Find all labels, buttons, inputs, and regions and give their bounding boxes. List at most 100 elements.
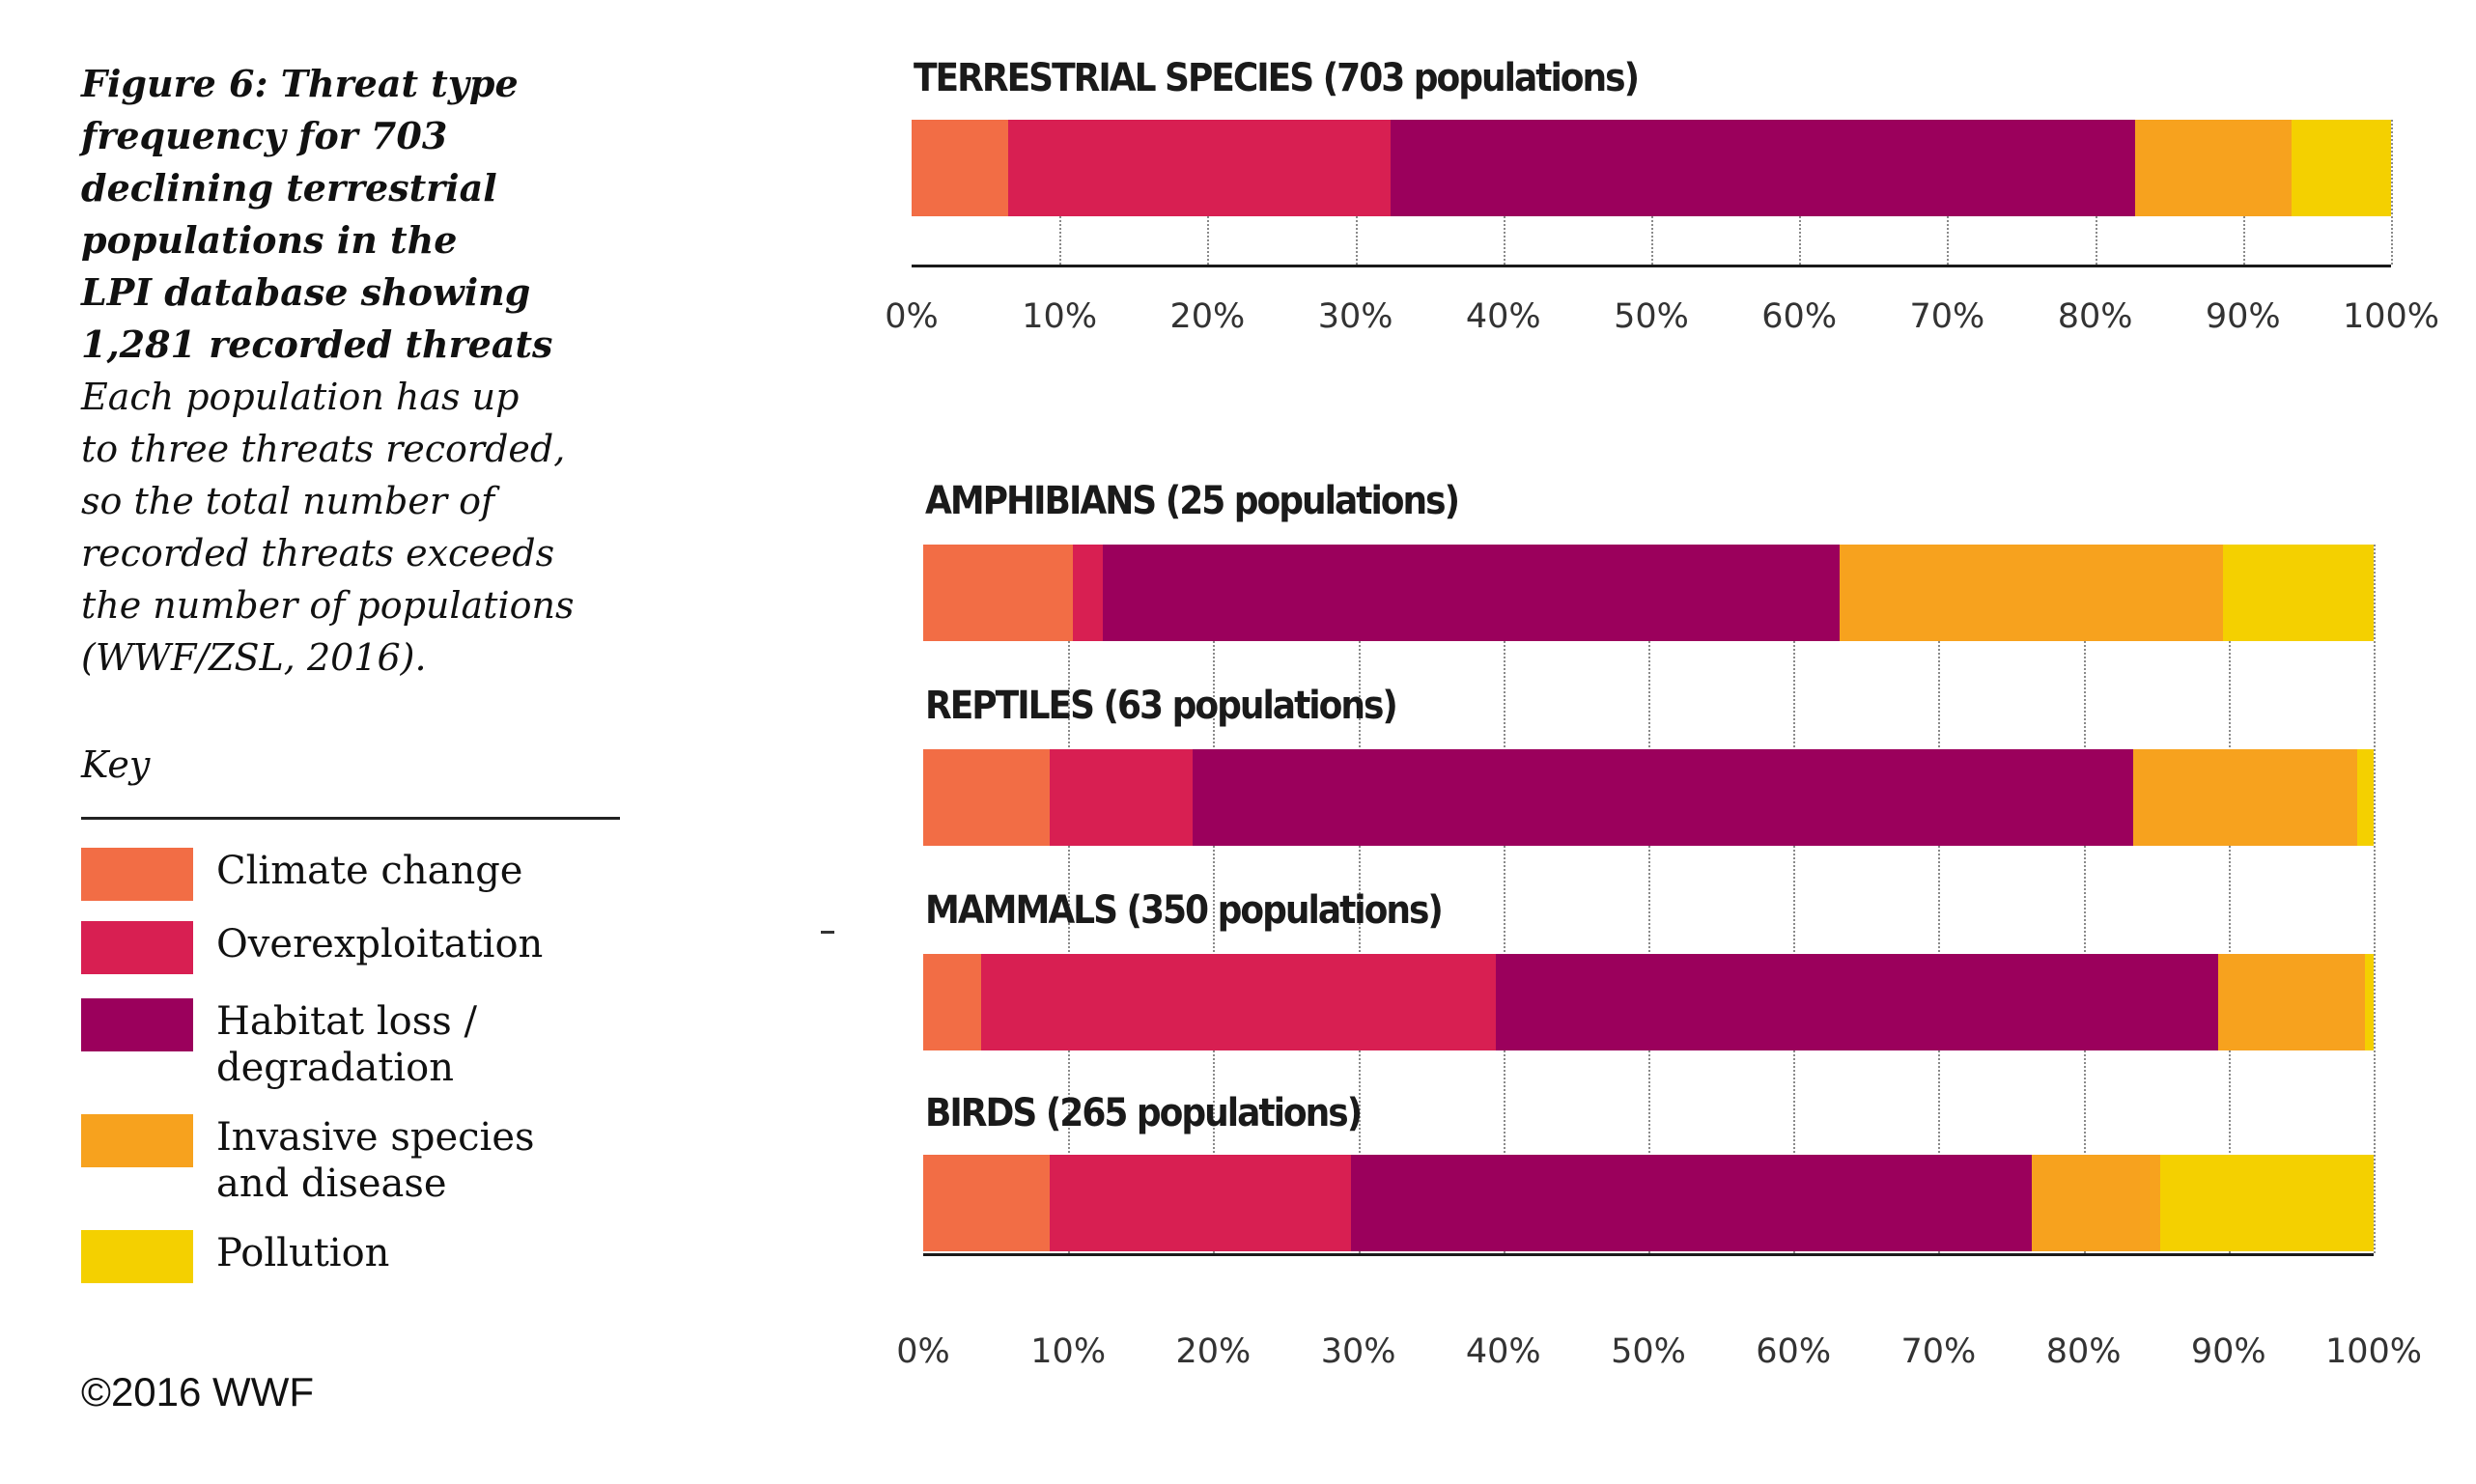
caption-body-line: so the total number of: [81, 480, 495, 522]
bar-segment: [1072, 545, 1104, 641]
bar-segment: [1049, 749, 1194, 846]
caption-title-line: frequency for 703: [81, 114, 448, 157]
x-tick-label: 20%: [1169, 297, 1246, 336]
bar-segment: [2364, 954, 2374, 1050]
bar-segment: [2357, 749, 2374, 846]
gridline: [2228, 545, 2231, 1253]
legend-label-line: Climate change: [216, 849, 523, 893]
x-tick-label: 70%: [1909, 297, 1985, 336]
caption-body-line: the number of populations: [81, 584, 575, 627]
caption-body-line: (WWF/ZSL, 2016).: [81, 636, 427, 679]
bar-segment: [2132, 749, 2358, 846]
legend-label: Climate change: [216, 848, 522, 894]
x-tick-label: 80%: [2057, 297, 2133, 336]
bar-segment: [1351, 1155, 2032, 1251]
bar-segment: [1049, 1155, 1352, 1251]
legend-swatch: [81, 1114, 193, 1167]
bar-segment: [923, 545, 1073, 641]
gridline: [1358, 545, 1361, 1253]
bar-segment: [923, 954, 982, 1050]
bar-category-label: MAMMALS (350 populations): [925, 888, 1444, 933]
x-tick-label: 90%: [2205, 297, 2281, 336]
bar-segment: [2222, 545, 2374, 641]
key-title: Key: [81, 743, 151, 786]
x-tick-label: 100%: [2324, 1332, 2423, 1371]
x-tick-label: 60%: [1761, 297, 1838, 336]
bar-segment: [1007, 120, 1392, 216]
x-tick-label: 20%: [1175, 1332, 1252, 1371]
x-tick-label: 0%: [885, 297, 939, 336]
x-tick-label: 40%: [1465, 1332, 1541, 1371]
gridline: [1938, 545, 1941, 1253]
gridline: [2083, 545, 2086, 1253]
bar-segment: [912, 120, 1008, 216]
bar-segment: [923, 749, 1050, 846]
stray-dash: [821, 931, 834, 934]
figure-caption: Figure 6: Threat type frequency for 703 de…: [81, 58, 622, 684]
caption-body-line: Each population has up: [81, 376, 520, 418]
bar-segment: [1840, 545, 2223, 641]
bar-segment: [1103, 545, 1841, 641]
bar-segment: [2031, 1155, 2161, 1251]
caption-body: Each population has up to three threats r…: [81, 371, 622, 684]
key-divider: [81, 817, 620, 820]
legend-swatch: [81, 848, 193, 901]
caption-title-line: declining terrestrial: [81, 166, 497, 210]
bar-segment: [1496, 954, 2219, 1050]
legend-swatch: [81, 921, 193, 974]
gridline: [1648, 545, 1650, 1253]
legend-label-line: and disease: [216, 1162, 447, 1206]
bar-segment: [981, 954, 1497, 1050]
x-tick-label: 10%: [1030, 1332, 1107, 1371]
x-tick-label: 100%: [2342, 297, 2440, 336]
x-tick-label: 50%: [1614, 297, 1689, 336]
legend-label: Overexploitation: [216, 921, 543, 967]
x-tick-label: 60%: [1756, 1332, 1832, 1371]
x-axis-line: [923, 1253, 2374, 1256]
bar-segment: [2218, 954, 2365, 1050]
bar-segment: [1193, 749, 2133, 846]
gridline: [1503, 545, 1505, 1253]
bar-category-label: TERRESTRIAL SPECIES (703 populations): [914, 56, 1640, 100]
x-tick-label: 30%: [1320, 1332, 1396, 1371]
bar-segment: [923, 1155, 1050, 1251]
gridline: [2374, 545, 2376, 1253]
legend-label-line: Invasive species: [216, 1115, 535, 1160]
legend-swatch: [81, 998, 193, 1051]
caption-body-line: to three threats recorded,: [81, 428, 566, 470]
legend-label-line: Overexploitation: [216, 922, 544, 966]
caption-title-line: Figure 6: Threat type: [81, 62, 519, 105]
caption-title: Figure 6: Threat type frequency for 703 de…: [81, 58, 622, 371]
legend-label: Invasive species and disease: [216, 1114, 535, 1207]
gridline: [1213, 545, 1216, 1253]
gridline: [2391, 120, 2393, 265]
x-tick-label: 90%: [2190, 1332, 2266, 1371]
x-tick-label: 40%: [1465, 297, 1541, 336]
caption-body-line: recorded threats exceeds: [81, 532, 555, 574]
legend-label: Pollution: [216, 1230, 389, 1276]
x-tick-label: 30%: [1317, 297, 1393, 336]
caption-title-line: populations in the: [81, 218, 458, 262]
x-tick-label: 80%: [2045, 1332, 2122, 1371]
bar-segment: [2134, 120, 2293, 216]
bar-segment: [2292, 120, 2391, 216]
gridline: [1793, 545, 1796, 1253]
gridline: [1068, 545, 1071, 1253]
copyright: ©2016 WWF: [81, 1369, 314, 1414]
bar-category-label: REPTILES (63 populations): [925, 684, 1398, 728]
x-tick-label: 10%: [1022, 297, 1098, 336]
legend-label-line: Habitat loss /: [216, 999, 477, 1044]
legend-swatch: [81, 1230, 193, 1283]
x-axis-line: [912, 265, 2391, 267]
caption-title-line: 1,281 recorded threats: [81, 322, 553, 366]
bar-segment: [2160, 1155, 2374, 1251]
legend-label: Habitat loss / degradation: [216, 998, 477, 1091]
legend-label-line: Pollution: [216, 1231, 390, 1275]
bar-segment: [1391, 120, 2135, 216]
bar-category-label: BIRDS (265 populations): [925, 1091, 1363, 1135]
caption-title-line: LPI database showing: [81, 270, 531, 314]
x-tick-label: 50%: [1611, 1332, 1686, 1371]
x-tick-label: 70%: [1900, 1332, 1977, 1371]
x-tick-label: 0%: [896, 1332, 950, 1371]
bar-category-label: AMPHIBIANS (25 populations): [925, 479, 1460, 523]
